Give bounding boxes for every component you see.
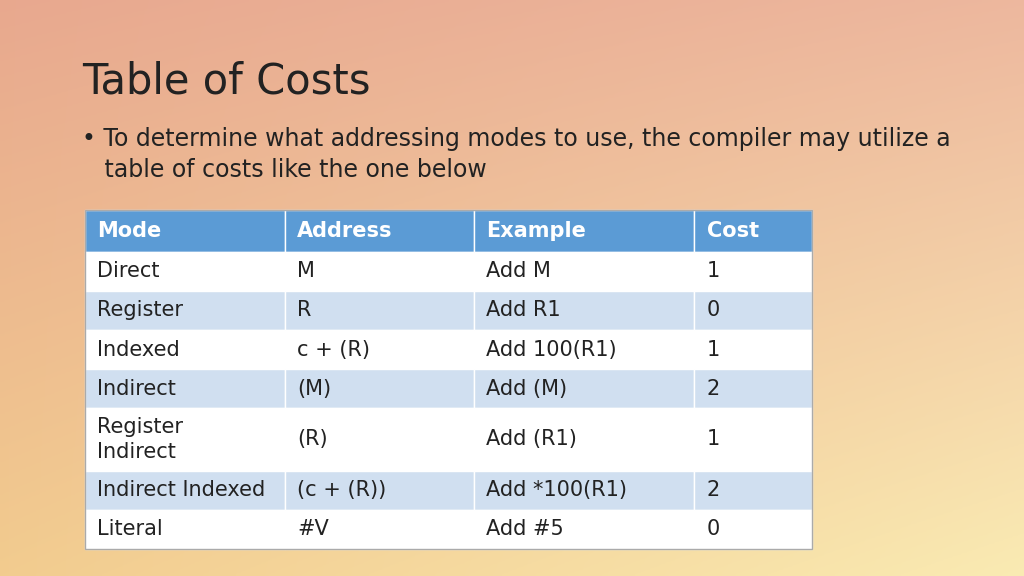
Bar bbox=[694, 510, 812, 549]
Bar bbox=[85, 330, 285, 369]
Text: • To determine what addressing modes to use, the compiler may utilize a: • To determine what addressing modes to … bbox=[82, 127, 950, 151]
Text: Indirect: Indirect bbox=[97, 379, 176, 399]
Text: (M): (M) bbox=[297, 379, 331, 399]
Text: Direct: Direct bbox=[97, 262, 160, 281]
Text: table of costs like the one below: table of costs like the one below bbox=[82, 158, 486, 183]
Bar bbox=[474, 252, 694, 291]
Bar bbox=[85, 291, 285, 330]
Text: Add M: Add M bbox=[486, 262, 551, 281]
Text: Add (M): Add (M) bbox=[486, 379, 567, 399]
Bar bbox=[285, 210, 474, 252]
Bar bbox=[285, 330, 474, 369]
Bar bbox=[285, 471, 474, 510]
Text: #V: #V bbox=[297, 520, 329, 539]
Bar bbox=[285, 369, 474, 408]
Text: (c + (R)): (c + (R)) bbox=[297, 480, 386, 500]
Text: Indexed: Indexed bbox=[97, 340, 180, 359]
Bar bbox=[694, 210, 812, 252]
Text: Table of Costs: Table of Costs bbox=[82, 60, 371, 103]
Bar bbox=[474, 471, 694, 510]
Bar bbox=[474, 330, 694, 369]
Text: M: M bbox=[297, 262, 314, 281]
Bar bbox=[474, 369, 694, 408]
Bar bbox=[694, 369, 812, 408]
Bar bbox=[474, 291, 694, 330]
Bar bbox=[285, 408, 474, 471]
Text: R: R bbox=[297, 301, 311, 320]
Text: Add #5: Add #5 bbox=[486, 520, 564, 539]
Bar bbox=[694, 408, 812, 471]
Text: Address: Address bbox=[297, 221, 392, 241]
Bar bbox=[474, 210, 694, 252]
Text: 1: 1 bbox=[707, 340, 720, 359]
Bar bbox=[85, 408, 285, 471]
Bar bbox=[694, 291, 812, 330]
Bar bbox=[85, 510, 285, 549]
Text: Mode: Mode bbox=[97, 221, 162, 241]
Text: Register: Register bbox=[97, 301, 183, 320]
Text: c + (R): c + (R) bbox=[297, 340, 370, 359]
Bar bbox=[694, 471, 812, 510]
Text: 1: 1 bbox=[707, 262, 720, 281]
Bar bbox=[85, 210, 812, 549]
Bar bbox=[694, 252, 812, 291]
Bar bbox=[85, 471, 285, 510]
Bar bbox=[474, 408, 694, 471]
Bar bbox=[85, 369, 285, 408]
Bar bbox=[85, 210, 285, 252]
Text: Cost: Cost bbox=[707, 221, 759, 241]
Text: Indirect Indexed: Indirect Indexed bbox=[97, 480, 265, 500]
Text: Register
Indirect: Register Indirect bbox=[97, 417, 183, 462]
Text: Add 100(R1): Add 100(R1) bbox=[486, 340, 617, 359]
Bar bbox=[474, 510, 694, 549]
Text: Add R1: Add R1 bbox=[486, 301, 561, 320]
Bar bbox=[285, 510, 474, 549]
Bar bbox=[694, 330, 812, 369]
Text: Add *100(R1): Add *100(R1) bbox=[486, 480, 628, 500]
Bar bbox=[85, 252, 285, 291]
Text: 2: 2 bbox=[707, 480, 720, 500]
Text: Literal: Literal bbox=[97, 520, 163, 539]
Bar bbox=[285, 252, 474, 291]
Text: (R): (R) bbox=[297, 430, 328, 449]
Text: 0: 0 bbox=[707, 520, 720, 539]
Text: 0: 0 bbox=[707, 301, 720, 320]
Bar bbox=[285, 291, 474, 330]
Text: 1: 1 bbox=[707, 430, 720, 449]
Text: Add (R1): Add (R1) bbox=[486, 430, 578, 449]
Text: 2: 2 bbox=[707, 379, 720, 399]
Text: Example: Example bbox=[486, 221, 587, 241]
